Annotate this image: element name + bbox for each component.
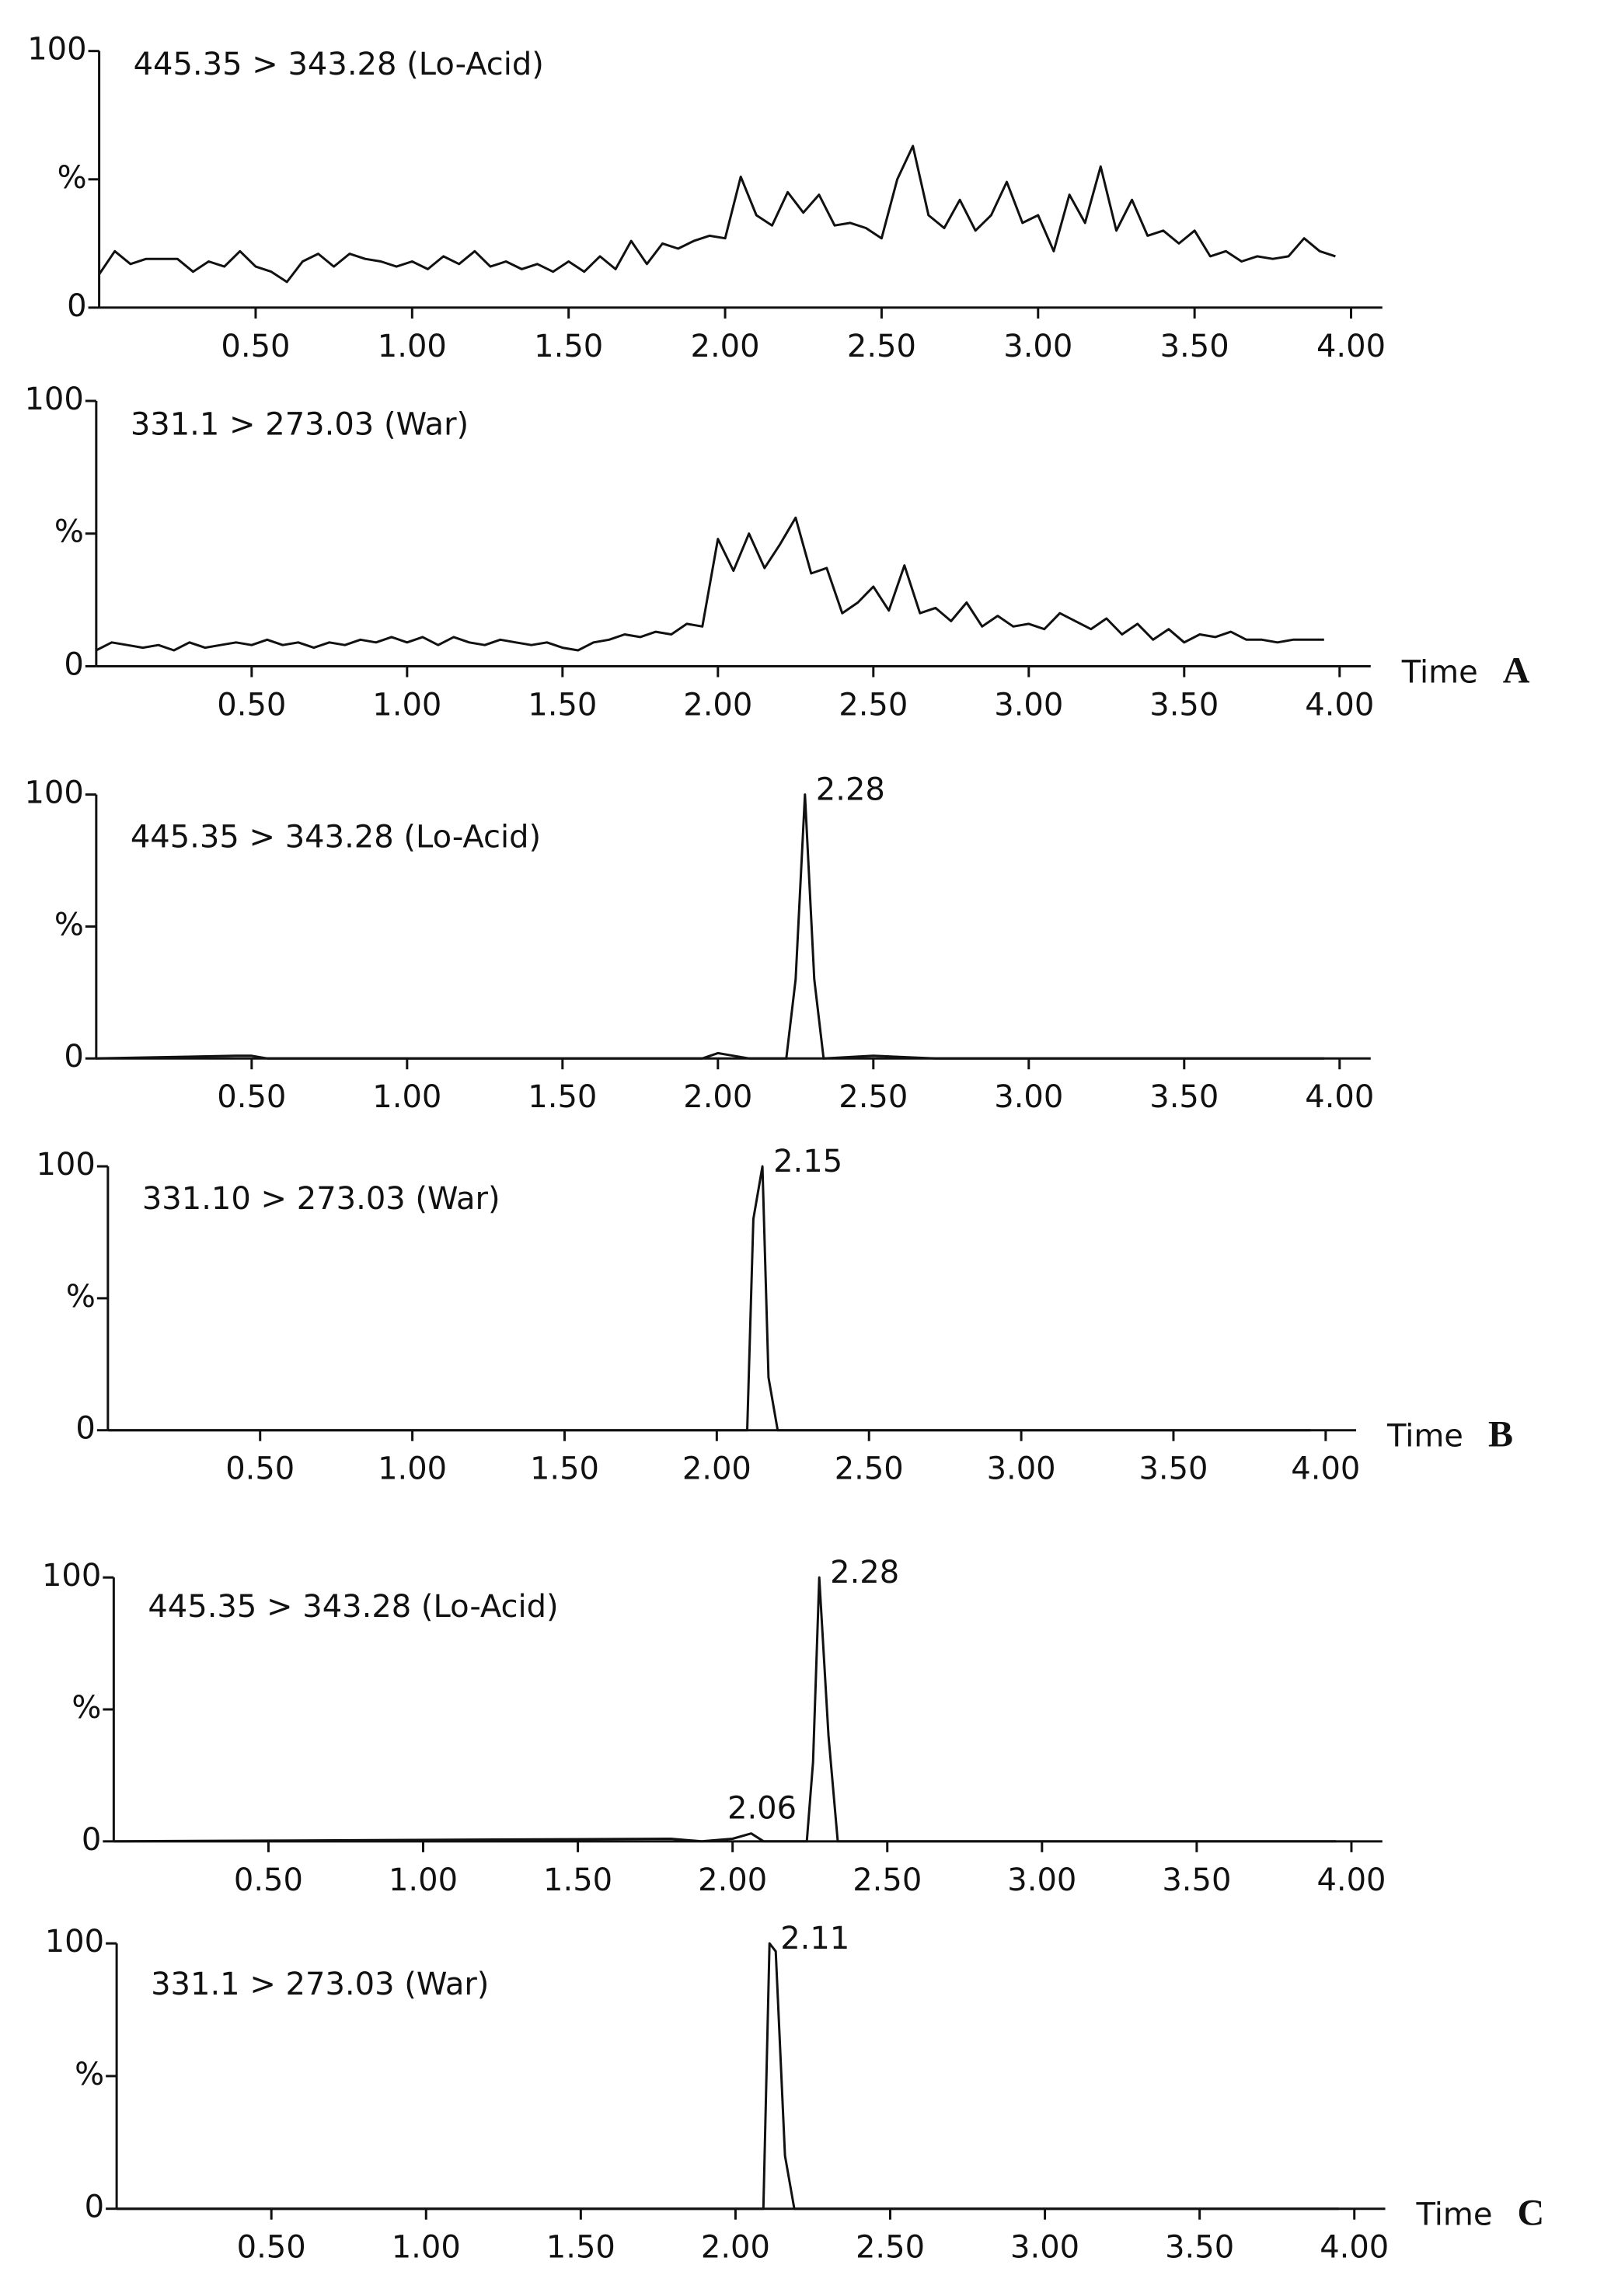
x-tick-label: 3.50 [1162, 1862, 1231, 1898]
y-tick-label: 100 [36, 1147, 95, 1183]
x-tick-label: 2.50 [839, 687, 908, 723]
x-tick-label: 2.50 [847, 329, 916, 364]
x-tick-label: 3.50 [1149, 687, 1219, 723]
x-tick-label: 2.00 [698, 1862, 767, 1898]
y-tick-label: 100 [42, 1558, 101, 1594]
x-tick-label: 3.50 [1165, 2230, 1234, 2266]
x-tick-label: 2.50 [839, 1079, 908, 1115]
x-tick-label: 4.00 [1316, 1862, 1386, 1898]
y-tick-label: 100 [24, 382, 83, 417]
panel-label: C [1518, 2193, 1545, 2234]
x-tick-label: 4.00 [1305, 1079, 1374, 1115]
trace-title: 445.35 > 343.28 (Lo-Acid) [134, 47, 544, 82]
y-tick-label: % [54, 514, 84, 550]
y-tick-label: 0 [75, 1411, 95, 1447]
x-tick-label: 3.50 [1160, 329, 1229, 364]
x-tick-label: 1.00 [389, 1862, 458, 1898]
x-axis-label: Time [1416, 2197, 1493, 2233]
x-tick-label: 0.50 [217, 1079, 286, 1115]
x-tick-label: 1.00 [392, 2230, 461, 2266]
y-tick-label: 0 [85, 2190, 104, 2225]
x-tick-label: 3.00 [1010, 2230, 1079, 2266]
x-tick-label: 0.50 [217, 687, 286, 723]
chromatogram-trace [96, 516, 1324, 652]
y-tick-label: 100 [45, 1924, 104, 1960]
x-tick-label: 1.50 [534, 329, 603, 364]
y-tick-label: % [71, 1690, 101, 1726]
x-tick-label: 4.00 [1320, 2230, 1389, 2266]
panel-label: A [1503, 650, 1530, 692]
x-tick-label: 1.50 [528, 687, 597, 723]
x-tick-label: 2.00 [683, 1079, 752, 1115]
x-tick-label: 3.50 [1138, 1451, 1208, 1487]
panel-label: B [1488, 1414, 1513, 1455]
x-tick-label: 1.50 [530, 1451, 599, 1487]
x-tick-label: 1.00 [378, 1451, 447, 1487]
peak-label: 2.28 [830, 1555, 899, 1590]
peak-label: 2.06 [727, 1791, 797, 1827]
x-tick-label: 2.00 [682, 1451, 751, 1487]
y-tick-label: 100 [24, 775, 83, 811]
x-tick-label: 1.00 [378, 329, 447, 364]
x-tick-label: 1.50 [543, 1862, 612, 1898]
peak-label: 2.28 [816, 772, 885, 808]
x-tick-label: 1.00 [372, 687, 441, 723]
x-tick-label: 0.50 [234, 1862, 303, 1898]
x-tick-label: 1.00 [372, 1079, 441, 1115]
x-tick-label: 2.50 [856, 2230, 925, 2266]
x-tick-label: 2.50 [853, 1862, 922, 1898]
chromatogram-trace [98, 145, 1336, 284]
y-tick-label: % [66, 1279, 96, 1315]
y-tick-label: 0 [64, 646, 83, 682]
chromatogram-trace [117, 1942, 1339, 2211]
trace-title: 331.10 > 273.03 (War) [142, 1181, 500, 1217]
x-tick-label: 2.00 [691, 329, 760, 364]
x-tick-label: 3.00 [1003, 329, 1072, 364]
x-tick-label: 1.50 [528, 1079, 597, 1115]
x-tick-label: 2.00 [683, 687, 752, 723]
y-tick-label: 100 [27, 32, 86, 68]
y-tick-label: 0 [64, 1039, 83, 1075]
x-tick-label: 4.00 [1305, 687, 1374, 723]
x-axis-label: Time [1386, 1419, 1463, 1455]
trace-title: 331.1 > 273.03 (War) [151, 1967, 489, 2002]
trace-title: 445.35 > 343.28 (Lo-Acid) [148, 1589, 558, 1625]
trace-title: 331.1 > 273.03 (War) [131, 407, 469, 443]
x-tick-label: 3.50 [1149, 1079, 1219, 1115]
x-tick-label: 0.50 [221, 329, 290, 364]
x-tick-label: 1.50 [546, 2230, 615, 2266]
peak-label: 2.11 [780, 1921, 849, 1956]
x-tick-label: 0.50 [225, 1451, 295, 1487]
x-tick-label: 3.00 [1007, 1862, 1076, 1898]
chromatogram-trace [113, 1576, 1337, 1843]
chromatogram-trace [107, 1165, 1311, 1432]
x-tick-label: 4.00 [1316, 329, 1386, 364]
y-tick-label: % [58, 160, 87, 196]
peak-label: 2.15 [773, 1144, 842, 1179]
y-tick-label: % [54, 907, 84, 942]
chromatogram-trace [96, 793, 1324, 1060]
y-tick-label: 0 [67, 288, 86, 324]
x-tick-label: 2.50 [835, 1451, 904, 1487]
x-axis-label: Time [1401, 654, 1478, 690]
x-tick-label: 0.50 [237, 2230, 306, 2266]
y-tick-label: % [75, 2057, 104, 2092]
x-tick-label: 2.00 [701, 2230, 770, 2266]
y-tick-label: 0 [82, 1822, 101, 1858]
x-tick-label: 4.00 [1291, 1451, 1360, 1487]
x-tick-label: 3.00 [994, 1079, 1063, 1115]
trace-title: 445.35 > 343.28 (Lo-Acid) [131, 820, 541, 855]
x-tick-label: 3.00 [987, 1451, 1056, 1487]
x-tick-label: 3.00 [994, 687, 1063, 723]
